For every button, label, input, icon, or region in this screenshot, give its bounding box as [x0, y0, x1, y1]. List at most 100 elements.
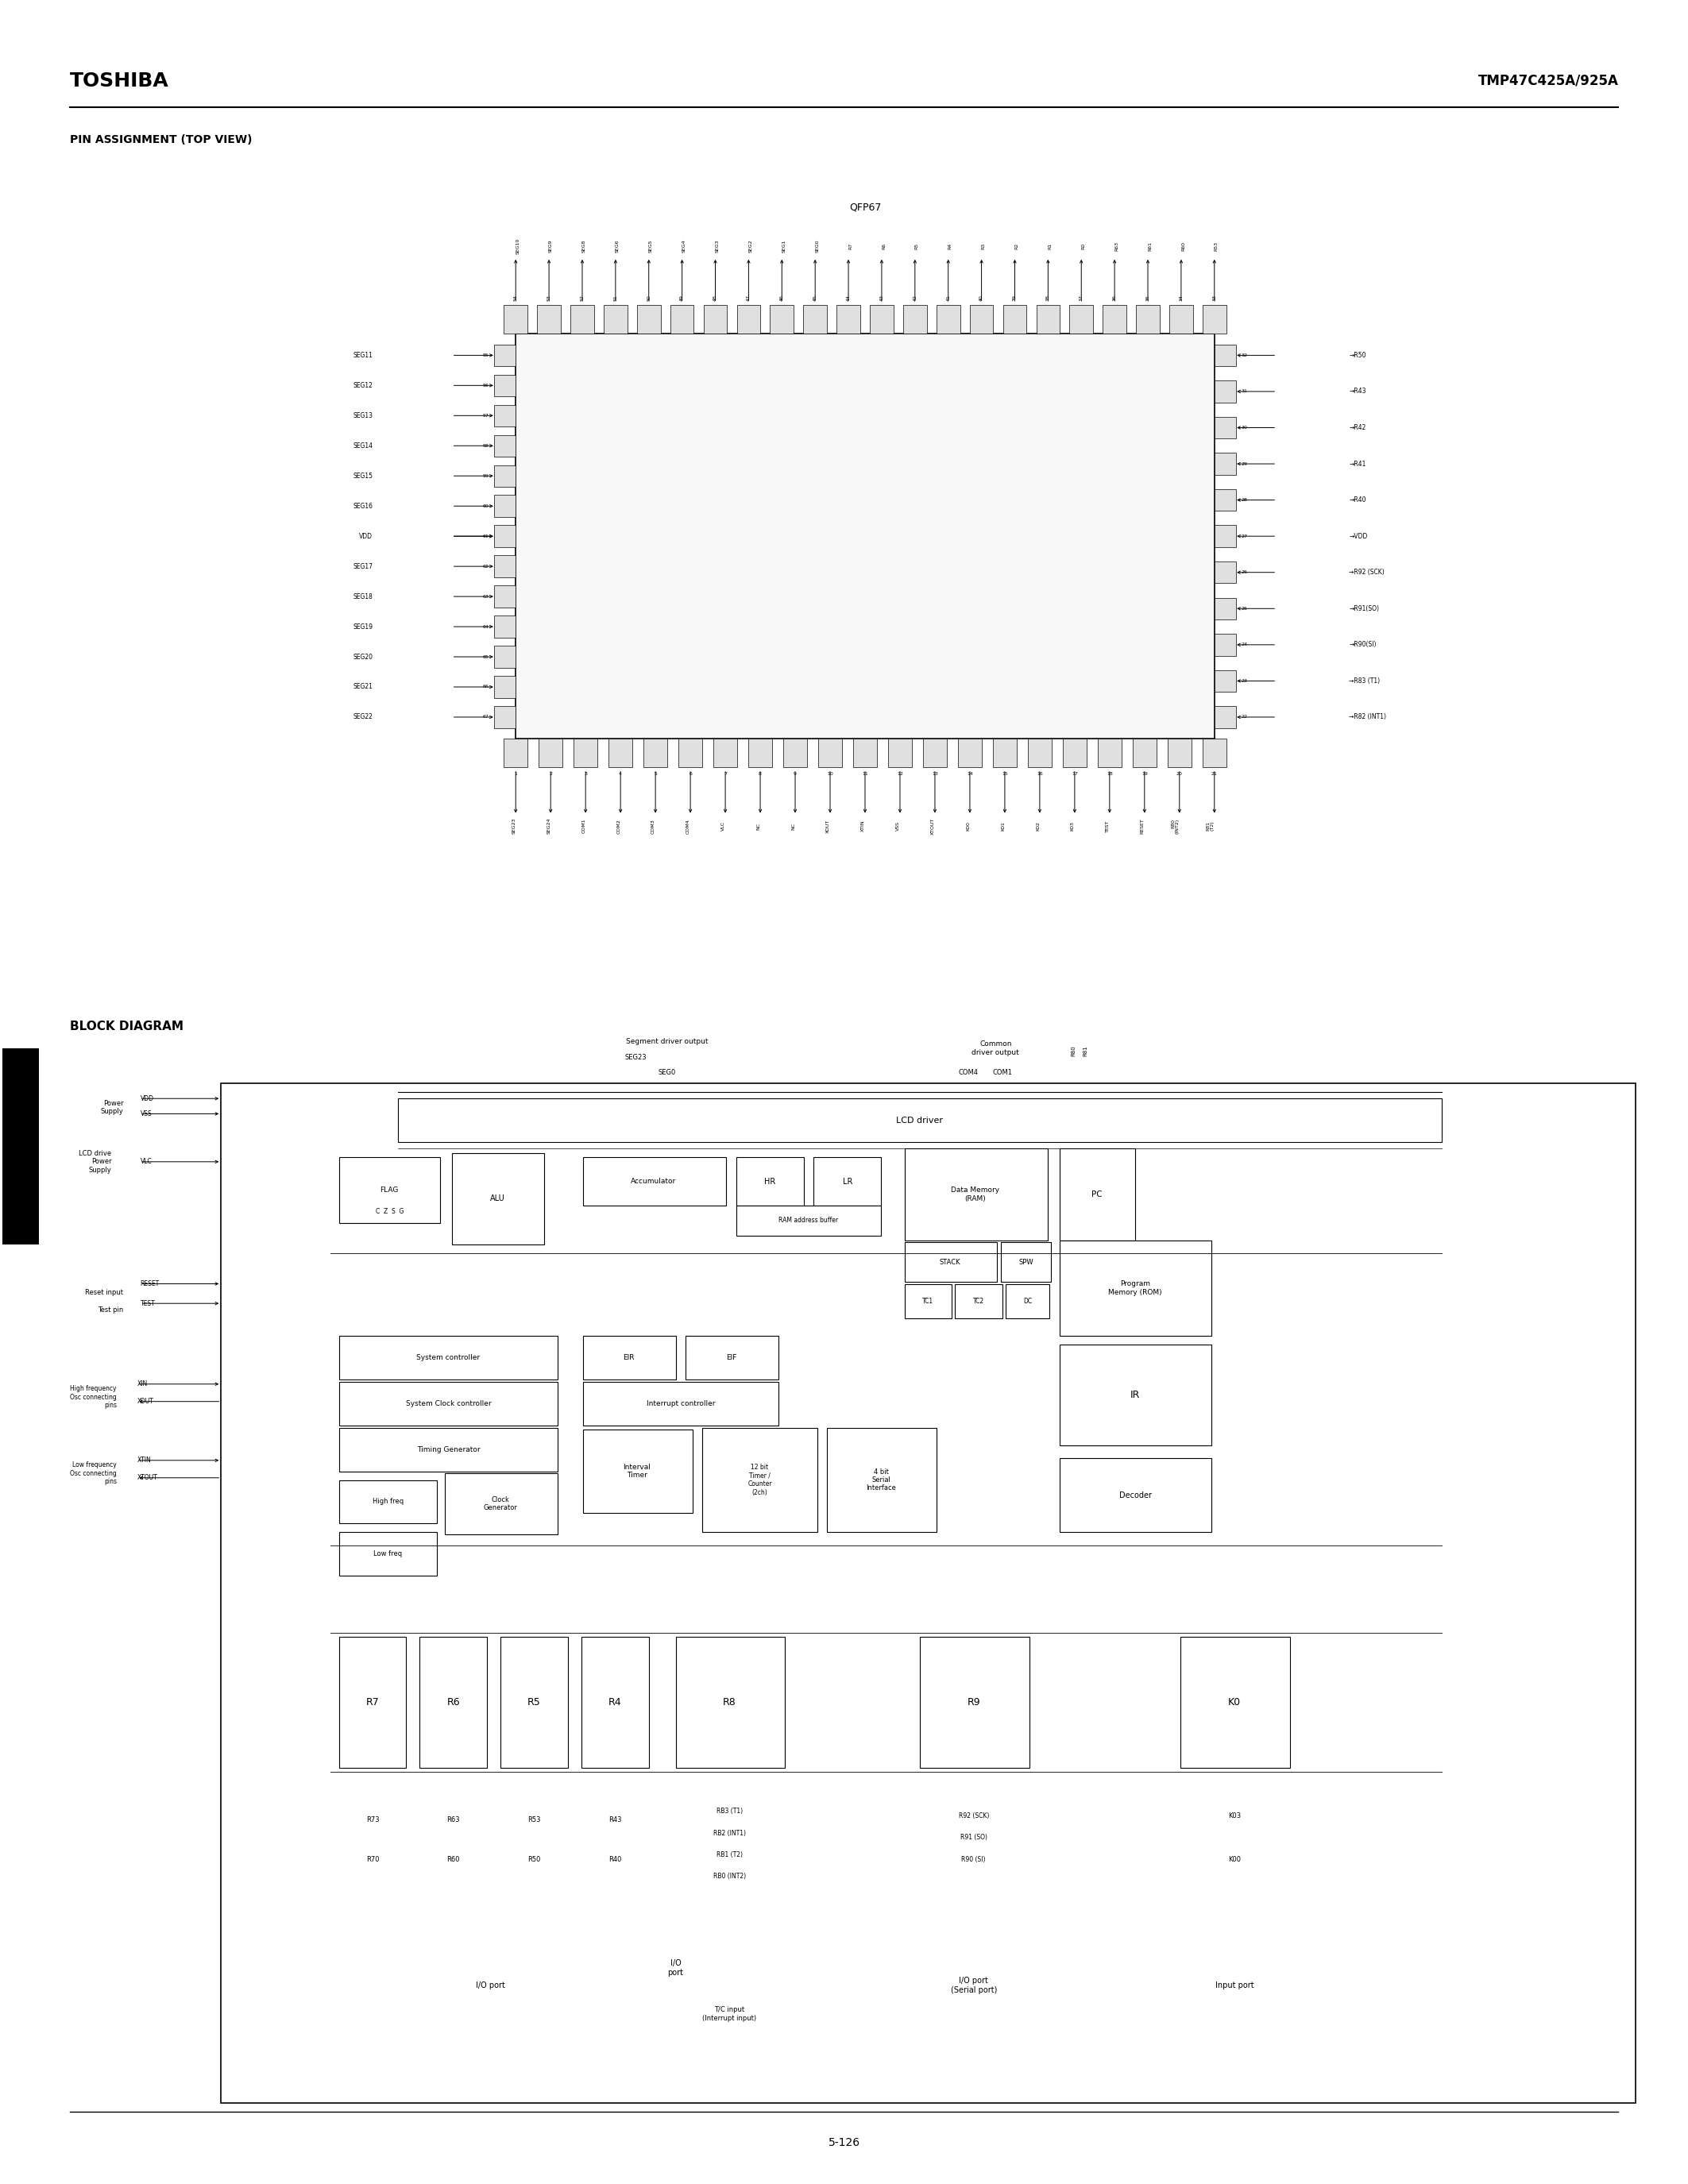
Text: T/C input
(Interrupt input): T/C input (Interrupt input): [702, 2007, 756, 2022]
Bar: [420, 1636, 488, 1767]
Text: SEG21: SEG21: [353, 684, 373, 690]
Text: SEG3: SEG3: [716, 240, 719, 253]
Text: Test pin: Test pin: [98, 1306, 123, 1313]
Bar: [339, 1382, 557, 1426]
Text: 41: 41: [947, 295, 950, 301]
Text: R50: R50: [528, 1856, 540, 1863]
Text: SEG14: SEG14: [353, 441, 373, 450]
Text: 42: 42: [913, 295, 917, 301]
Bar: [582, 1382, 778, 1426]
Text: R92 (SCK): R92 (SCK): [959, 1813, 989, 1819]
Text: K0: K0: [1229, 1697, 1241, 1708]
Bar: [609, 738, 633, 767]
Text: 56: 56: [483, 384, 490, 387]
Text: RB2 (INT1): RB2 (INT1): [714, 1830, 746, 1837]
Text: 28: 28: [1241, 498, 1247, 502]
Text: R0: R0: [1082, 242, 1085, 249]
Text: System Clock controller: System Clock controller: [405, 1400, 491, 1406]
Text: 66: 66: [483, 686, 490, 688]
Text: 32: 32: [1241, 354, 1247, 358]
Bar: [736, 1158, 803, 1206]
Text: SEG5: SEG5: [648, 240, 653, 253]
Text: 67: 67: [483, 714, 490, 719]
Text: 22: 22: [1241, 714, 1247, 719]
Bar: [814, 1158, 881, 1206]
Text: SEG18: SEG18: [353, 592, 373, 601]
Text: R60: R60: [1182, 242, 1185, 251]
Bar: [827, 1428, 937, 1533]
Bar: [339, 1428, 557, 1472]
Bar: [495, 435, 517, 456]
Text: 24: 24: [1241, 642, 1247, 646]
Bar: [1070, 306, 1094, 334]
Text: 34: 34: [1180, 295, 1183, 301]
Text: 25: 25: [1241, 607, 1247, 612]
Text: 29: 29: [1241, 461, 1247, 465]
Text: SEG8: SEG8: [582, 240, 586, 253]
Text: 9: 9: [793, 771, 797, 775]
Text: SEG2: SEG2: [748, 240, 753, 253]
Text: SEG17: SEG17: [353, 563, 373, 570]
Text: 40: 40: [979, 295, 984, 301]
Text: R90 (SI): R90 (SI): [962, 1856, 986, 1863]
Bar: [1214, 705, 1236, 727]
Text: R7: R7: [849, 242, 852, 249]
Text: R80
(INT2): R80 (INT2): [1171, 819, 1180, 834]
Text: 4 bit
Serial
Interface: 4 bit Serial Interface: [866, 1468, 896, 1492]
Text: Reset input: Reset input: [86, 1289, 123, 1295]
Bar: [636, 306, 660, 334]
Text: LCD drive
Power
Supply: LCD drive Power Supply: [79, 1151, 111, 1173]
Text: Data Memory
(RAM): Data Memory (RAM): [950, 1186, 999, 1201]
Text: 39: 39: [1013, 295, 1016, 301]
Bar: [339, 1158, 441, 1223]
Bar: [1214, 380, 1236, 402]
Bar: [501, 1636, 567, 1767]
Text: FLAG: FLAG: [380, 1186, 398, 1195]
Text: RESET: RESET: [140, 1280, 160, 1286]
Text: Segment driver output: Segment driver output: [626, 1037, 709, 1046]
Text: R53: R53: [1214, 242, 1219, 251]
Text: 11: 11: [863, 771, 868, 775]
Text: RAM address buffer: RAM address buffer: [778, 1216, 839, 1225]
Bar: [537, 306, 560, 334]
Bar: [495, 526, 517, 548]
Bar: [505, 306, 527, 334]
Bar: [446, 1474, 557, 1535]
Bar: [704, 306, 728, 334]
Text: SEG0: SEG0: [658, 1068, 677, 1077]
Bar: [1170, 306, 1193, 334]
Text: →R43: →R43: [1349, 389, 1366, 395]
Text: Decoder: Decoder: [1119, 1492, 1151, 1498]
Text: K00: K00: [966, 821, 971, 830]
Text: 4: 4: [619, 771, 623, 775]
Bar: [221, 1083, 1636, 2103]
Text: VDD: VDD: [140, 1094, 154, 1103]
Bar: [495, 465, 517, 487]
Text: 57: 57: [483, 413, 490, 417]
Text: QFP67: QFP67: [849, 201, 881, 212]
Text: SEG20: SEG20: [353, 653, 373, 660]
Text: 19: 19: [1141, 771, 1148, 775]
Text: Input port: Input port: [1215, 1981, 1254, 1990]
Text: I/O port: I/O port: [476, 1981, 505, 1990]
Text: C  Z  S  G: C Z S G: [375, 1208, 403, 1216]
Text: Accumulator: Accumulator: [631, 1177, 677, 1186]
Text: R63: R63: [447, 1817, 461, 1824]
Text: 31: 31: [1241, 389, 1247, 393]
Bar: [339, 1337, 557, 1380]
Text: R6: R6: [447, 1697, 461, 1708]
Bar: [852, 738, 876, 767]
Text: 47: 47: [746, 295, 751, 301]
Bar: [959, 738, 982, 767]
Text: 59: 59: [483, 474, 490, 478]
Text: 12 bit
Timer /
Counter
(2ch): 12 bit Timer / Counter (2ch): [748, 1463, 771, 1496]
Text: 30: 30: [1241, 426, 1247, 430]
Text: Common
driver output: Common driver output: [972, 1042, 1020, 1057]
Text: TOSHIBA: TOSHIBA: [69, 72, 169, 90]
Text: SEG4: SEG4: [682, 240, 685, 253]
Text: K00: K00: [1229, 1856, 1241, 1863]
Bar: [1214, 670, 1236, 692]
Bar: [1060, 1149, 1136, 1241]
Text: →R92 (SCK): →R92 (SCK): [1349, 568, 1384, 577]
Bar: [969, 306, 993, 334]
